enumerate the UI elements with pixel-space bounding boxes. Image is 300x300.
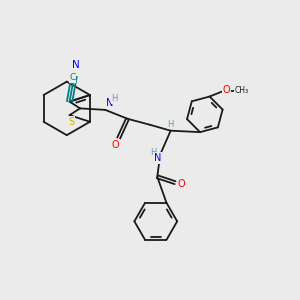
- Text: N: N: [72, 60, 80, 70]
- Text: N: N: [154, 153, 162, 163]
- Text: H: H: [112, 94, 118, 103]
- Text: S: S: [68, 117, 74, 127]
- Text: O: O: [112, 140, 119, 150]
- Text: H: H: [167, 120, 174, 129]
- Text: H: H: [150, 148, 156, 158]
- Text: N: N: [106, 98, 113, 108]
- Text: CH₃: CH₃: [235, 86, 249, 95]
- Text: O: O: [178, 179, 185, 189]
- Text: O: O: [223, 85, 230, 95]
- Text: C: C: [69, 73, 76, 82]
